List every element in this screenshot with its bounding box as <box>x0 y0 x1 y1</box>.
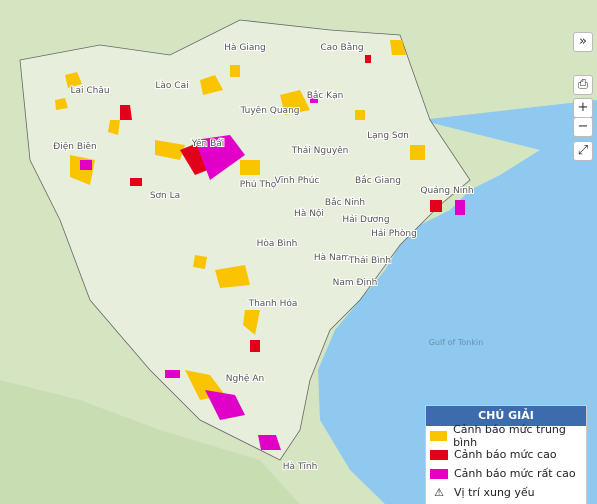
province-label: Lai Châu <box>70 86 109 96</box>
print-button[interactable]: ⎙ <box>573 75 593 95</box>
province-label: Bắc Kạn <box>307 90 344 101</box>
fullscreen-button[interactable]: ⤢ <box>573 141 593 161</box>
province-label: Bắc Ninh <box>325 197 365 208</box>
province-label: Vĩnh Phúc <box>275 176 320 186</box>
legend: CHÚ GIẢI Cảnh báo mức trung bình Cảnh bá… <box>425 405 587 504</box>
province-label: Hà Giang <box>224 43 266 53</box>
zoom-in-button[interactable]: + <box>573 98 593 118</box>
province-label: Thái Nguyên <box>291 145 349 156</box>
province-label: Quảng Ninh <box>420 185 473 196</box>
sea-label: Gulf of Tonkin <box>429 338 484 347</box>
legend-item: Cảnh báo mức rất cao <box>426 464 586 483</box>
province-label: Hà Tĩnh <box>283 462 318 472</box>
province-label: Lạng Sơn <box>367 131 409 141</box>
region-border <box>19 19 471 461</box>
province-label: Nam Định <box>333 278 378 288</box>
province-label: Bắc Giang <box>355 175 401 186</box>
legend-text: Vị trí xung yếu <box>454 486 535 499</box>
province-label: Cao Bằng <box>320 42 363 53</box>
province-label: Hà Nam <box>314 253 350 263</box>
province-label: Thanh Hóa <box>248 298 298 309</box>
legend-item: Cảnh báo mức trung bình <box>426 423 586 449</box>
zoom-out-button[interactable]: − <box>573 117 593 137</box>
legend-text: Cảnh báo mức cao <box>454 448 557 461</box>
province-label: Nghệ An <box>226 373 264 384</box>
province-label: Hòa Bình <box>257 238 298 249</box>
legend-item: ⚠ Vị trí xung yếu <box>434 486 535 499</box>
province-label: Yên Bái <box>191 138 225 149</box>
province-label: Thái Bình <box>348 256 391 266</box>
province-label: Sơn La <box>150 191 180 201</box>
province-label: Tuyên Quang <box>240 105 300 116</box>
legend-title: CHÚ GIẢI <box>426 406 586 426</box>
sea <box>318 100 597 504</box>
province-label: Lào Cai <box>155 81 188 91</box>
legend-item: Cảnh báo mức cao <box>426 445 586 464</box>
collapse-button[interactable]: » <box>573 32 593 52</box>
province-label: Phú Thọ <box>240 180 277 190</box>
land-south <box>0 380 300 504</box>
province-label: Hải Phòng <box>371 228 417 239</box>
legend-text: Cảnh báo mức trung bình <box>453 422 566 449</box>
province-label: Hà Nội <box>294 208 324 219</box>
province-label: Điện Biên <box>53 141 97 152</box>
province-label: Hải Dương <box>342 214 389 225</box>
legend-text: Cảnh báo mức rất cao <box>454 467 576 480</box>
warning-very-high <box>80 95 465 450</box>
